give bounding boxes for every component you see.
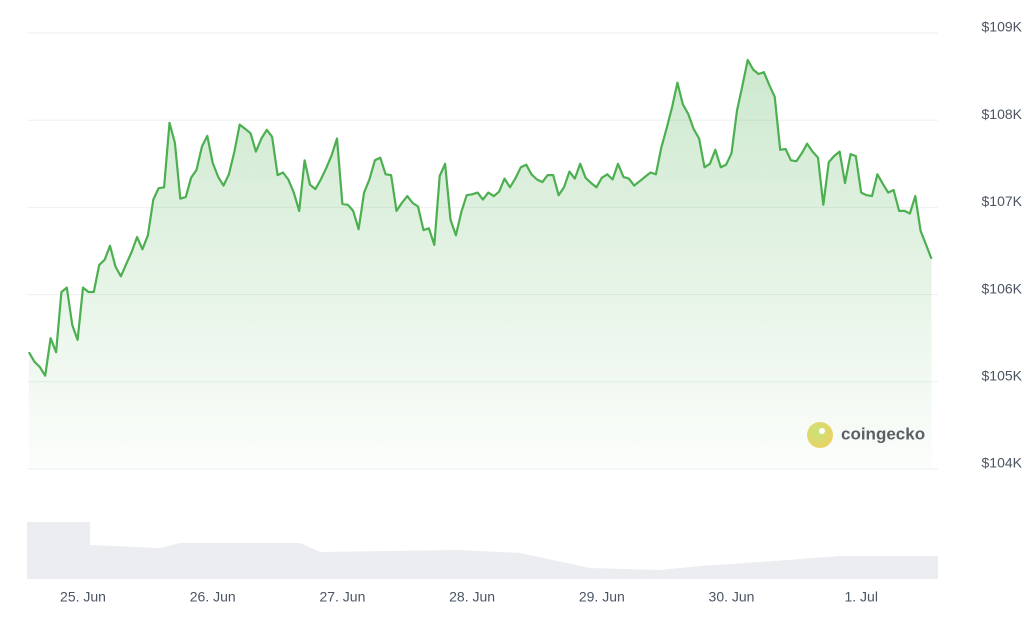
x-tick-label: 30. Jun — [709, 589, 755, 605]
y-tick-label: $109K — [982, 19, 1023, 35]
y-tick-label: $104K — [982, 455, 1023, 471]
area-fill — [28, 60, 932, 469]
y-tick-label: $108K — [982, 106, 1023, 122]
labels: $104K $105K $106K $107K $108K $109K 25. Jun 26.… — [60, 19, 1023, 605]
volume-band — [27, 522, 938, 579]
watermark-text: coingecko — [841, 424, 925, 443]
y-tick-label: $105K — [982, 368, 1023, 384]
x-tick-label: 29. Jun — [579, 589, 625, 605]
x-tick-label: 28. Jun — [449, 589, 495, 605]
watermark-logo-eye — [819, 428, 825, 434]
plot — [27, 58, 933, 469]
y-tick-label: $107K — [982, 193, 1023, 209]
watermark: coingecko — [807, 422, 925, 448]
price-line — [27, 58, 933, 377]
x-tick-label: 27. Jun — [319, 589, 365, 605]
watermark-logo — [807, 422, 833, 448]
x-tick-label: 25. Jun — [60, 589, 106, 605]
x-tick-label: 26. Jun — [190, 589, 236, 605]
x-tick-label: 1. Jul — [844, 589, 877, 605]
y-tick-label: $106K — [982, 280, 1023, 296]
